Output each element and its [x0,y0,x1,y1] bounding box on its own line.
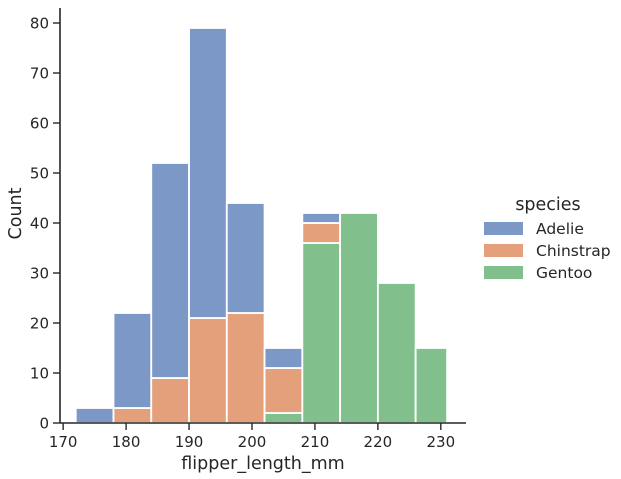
bar-gentoo-bin-9 [414,347,449,424]
bar-chinstrap-bin-6 [301,222,342,244]
bar-chinstrap-bin-2 [150,377,190,424]
y-tick-label: 40 [30,215,49,233]
legend-label-chinstrap: Chinstrap [536,242,611,260]
x-tick-label: 200 [238,433,267,451]
legend-swatch-chinstrap [484,244,523,257]
bar-adelie-bin-5 [263,347,304,369]
bar-gentoo-bin-6 [301,242,342,424]
x-tick-label: 170 [49,433,78,451]
x-tick-label: 220 [364,433,393,451]
bar-adelie-bin-3 [188,27,228,319]
legend-items: Adelie Chinstrap Gentoo [484,220,611,282]
bars-layer [74,27,449,424]
legend: species Adelie Chinstrap Gentoo [484,195,611,282]
y-tick-label: 20 [30,315,49,333]
bar-chinstrap-bin-3 [188,317,228,424]
bar-chinstrap-bin-5 [263,367,304,414]
y-tick-label: 50 [30,165,49,183]
y-tick-label: 60 [30,115,49,133]
x-tick-label: 230 [427,433,456,451]
bar-adelie-bin-2 [150,162,190,379]
y-tick-label: 30 [30,265,49,283]
legend-title: species [515,195,580,215]
bar-gentoo-bin-7 [339,212,379,424]
bar-adelie-bin-0 [74,407,115,424]
x-tick-label: 210 [301,433,330,451]
legend-label-gentoo: Gentoo [536,264,592,282]
legend-label-adelie: Adelie [536,220,584,238]
y-tick-label: 10 [30,365,49,383]
bar-adelie-bin-1 [112,312,153,409]
legend-swatch-gentoo [484,266,523,279]
x-tick-label: 190 [175,433,204,451]
bar-chinstrap-bin-1 [112,407,153,424]
y-tick-label: 70 [30,65,49,83]
bar-adelie-bin-4 [225,202,266,314]
y-axis-label: Count [6,187,26,239]
bar-adelie-bin-6 [301,212,342,224]
bar-chinstrap-bin-4 [225,312,266,424]
x-axis-label: flipper_length_mm [181,454,344,474]
bar-gentoo-bin-8 [376,282,417,424]
y-tick-label: 0 [39,415,49,433]
legend-swatch-adelie [484,222,523,235]
y-tick-label: 80 [30,15,49,33]
x-tick-label: 180 [112,433,141,451]
bar-gentoo-bin-5 [263,412,304,424]
axes-layer: 0 10 20 30 40 50 60 70 80 170 180 190 200 210 220 230 [30,8,466,451]
